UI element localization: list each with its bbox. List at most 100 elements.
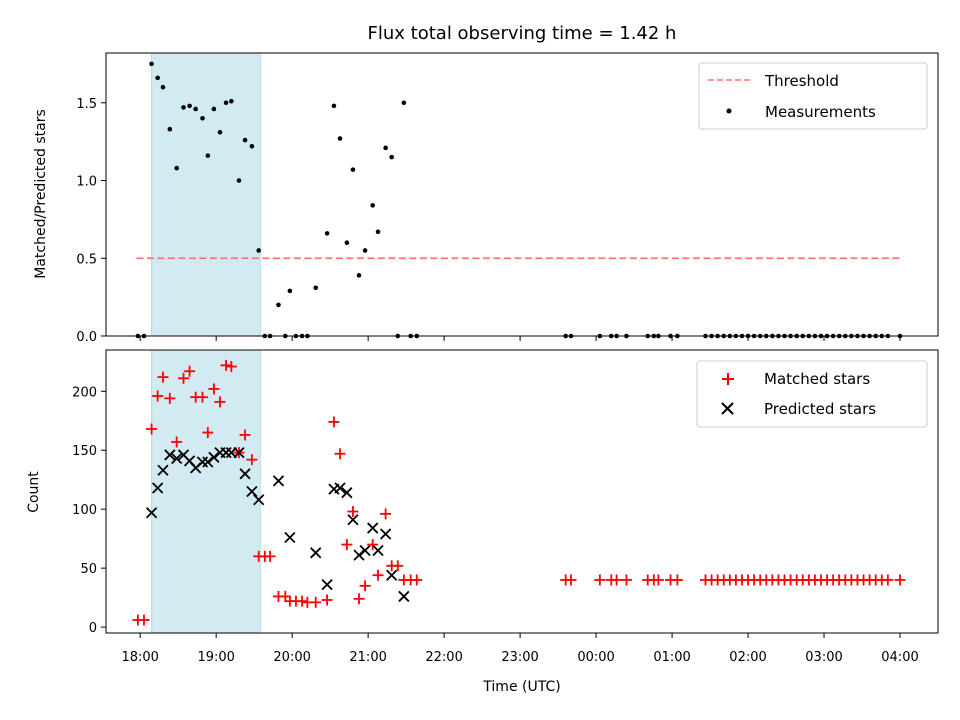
matched-star-point — [264, 550, 276, 562]
measurement-point — [344, 240, 350, 246]
matched-star-point — [296, 595, 308, 607]
matched-star-point — [310, 596, 322, 608]
predicted-star-point — [157, 464, 169, 476]
matched-star-point — [171, 436, 183, 448]
bottom-x-tick-label: 03:00 — [805, 650, 842, 665]
x-axis-title: Time (UTC) — [482, 679, 560, 695]
top-shaded-interval — [151, 52, 261, 337]
measurement-point — [350, 167, 356, 172]
measurement-point — [383, 145, 388, 151]
matched-star-point — [225, 361, 237, 373]
matched-star-point — [347, 506, 359, 518]
legend-matched-label: Matched stars — [764, 370, 870, 388]
bottom-legend-box — [696, 360, 928, 428]
measurement-point — [193, 106, 198, 112]
matched-star-point — [882, 574, 894, 586]
bottom-x-tick-label: 02:00 — [729, 650, 766, 665]
matched-star-point — [214, 396, 226, 408]
bottom-x-tick-label: 00:00 — [577, 650, 614, 665]
measurement-point — [200, 116, 205, 121]
matched-star-point — [146, 423, 158, 435]
predicted-star-point — [220, 446, 232, 459]
predicted-star-point — [272, 475, 285, 487]
top-y-tick-label: 0.5 — [76, 252, 97, 267]
predicted-star-point — [164, 449, 176, 461]
matched-star-point — [334, 448, 346, 460]
bottom-x-tick-label: 20:00 — [273, 650, 310, 665]
measurement-point — [313, 285, 319, 291]
predicted-star-point — [246, 485, 258, 498]
bottom-x-tick-label: 21:00 — [349, 650, 386, 665]
bottom-y-tick-label: 0 — [89, 621, 97, 636]
matched-star-point — [652, 574, 664, 586]
matched-star-point — [359, 580, 371, 592]
measurement-point — [149, 61, 154, 67]
matched-star-point — [328, 416, 340, 428]
matched-star-point — [152, 390, 164, 402]
bottom-y-axis-title: Count — [26, 471, 42, 513]
measurement-point — [229, 98, 234, 104]
measurement-point — [370, 203, 375, 208]
matched-star-point — [202, 427, 214, 439]
matched-star-point — [321, 594, 333, 606]
matched-star-point — [392, 560, 404, 572]
bottom-y-tick-label: 150 — [72, 444, 97, 459]
measurement-point — [362, 248, 368, 253]
predicted-star-point — [145, 507, 158, 519]
bottom-x-axis: 18:00 19:00 20:00 21:00 22:00 23:00 00:00 01:00… — [121, 633, 919, 665]
measurement-point — [389, 154, 394, 160]
matched-star-point — [380, 508, 392, 520]
predicted-star-point — [379, 528, 392, 540]
bottom-panel: 0 50 100 150 200 18:00 19:00 20:00 21:00 22:00 23… — [26, 349, 939, 695]
measurement-point — [287, 288, 293, 294]
predicted-stars-series — [145, 446, 410, 603]
legend-measurements-swatch — [726, 108, 732, 114]
predicted-star-point — [386, 569, 398, 581]
measurement-point — [375, 229, 381, 235]
bottom-x-tick-label: 01:00 — [653, 650, 690, 665]
matched-star-point — [246, 454, 258, 466]
matched-star-point — [594, 574, 606, 586]
matched-star-point — [178, 372, 190, 384]
predicted-star-point — [321, 579, 333, 591]
matched-star-point — [157, 371, 169, 383]
bottom-x-tick-label: 19:00 — [197, 650, 234, 665]
bottom-axes-frame — [105, 349, 939, 634]
matched-star-point — [138, 614, 150, 626]
bottom-x-tick-label: 22:00 — [425, 650, 462, 665]
measurement-point — [331, 103, 337, 109]
measurement-point — [187, 103, 192, 109]
bottom-y-tick-label: 200 — [72, 385, 97, 400]
top-y-axis-title: Matched/Predicted stars — [33, 109, 49, 279]
measurement-point — [174, 165, 179, 171]
matched-star-point — [196, 391, 208, 403]
matched-star-point — [671, 574, 683, 586]
measurement-point — [181, 105, 186, 110]
predicted-star-point — [208, 451, 220, 463]
legend-matched-swatch — [722, 373, 734, 385]
matched-star-point — [220, 359, 232, 371]
chart-title: Flux total observing time = 1.42 h — [368, 23, 677, 44]
legend-threshold-label: Threshold — [764, 72, 839, 90]
legend-predicted-swatch — [721, 402, 734, 415]
legend-predicted-label: Predicted stars — [764, 400, 876, 418]
bottom-x-tick-label: 04:00 — [881, 650, 918, 665]
predicted-star-point — [367, 522, 379, 534]
measurement-point — [401, 100, 407, 106]
bottom-x-tick-label: 18:00 — [121, 650, 158, 665]
measurement-point — [242, 137, 248, 143]
matched-star-point — [239, 429, 251, 441]
predicted-star-point — [196, 456, 209, 468]
measurement-point — [155, 75, 160, 81]
top-axes-frame — [105, 52, 939, 337]
matched-star-point — [164, 392, 176, 404]
top-y-tick-label: 0.0 — [76, 330, 97, 345]
top-panel: 0.0 0.5 1.0 1.5 Matched/Predicted stars Thr… — [33, 52, 939, 345]
predicted-star-point — [239, 468, 251, 480]
measurement-point — [356, 273, 362, 278]
measurement-point — [236, 178, 242, 183]
bottom-y-axis: 0 50 100 150 200 — [72, 385, 106, 636]
predicted-star-point — [171, 452, 183, 465]
matched-star-point — [341, 539, 353, 551]
